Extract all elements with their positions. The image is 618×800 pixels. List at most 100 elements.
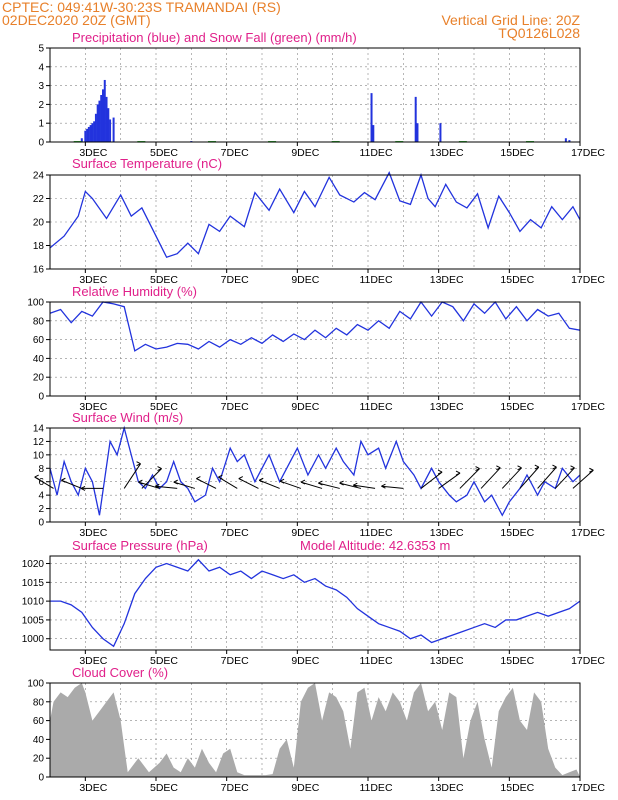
panel-title: Cloud Cover (%)	[72, 665, 168, 680]
x-tick-label: 3DEC	[79, 401, 107, 413]
precip-bar	[109, 119, 112, 142]
wind-arrow-head	[339, 480, 344, 486]
wind-arrow-head	[238, 476, 244, 482]
x-tick-label: 9DEC	[291, 401, 319, 413]
y-tick-label: 0	[38, 138, 44, 149]
wind-arrow	[123, 463, 141, 489]
model-code: TQ0126L028	[498, 25, 580, 41]
wind-arrow	[173, 481, 196, 489]
wind-arrow-head	[61, 477, 66, 483]
y-tick-label: 1020	[22, 559, 45, 570]
panel-frame	[49, 174, 581, 270]
x-tick-label: 5DEC	[150, 527, 178, 539]
x-tick-label: 13DEC	[430, 527, 464, 539]
y-tick-label: 20	[33, 754, 45, 765]
wind-arrow-head	[589, 467, 594, 473]
panel-2: Surface Temperature (nC) 16 18 20 22 24 3DEC 5D…	[33, 156, 605, 286]
y-tick-label: 60	[33, 716, 45, 727]
y-tick-label: 18	[33, 241, 45, 252]
y-tick-label: 4	[38, 62, 44, 73]
precip-bar	[105, 96, 108, 142]
x-tick-label: 9DEC	[291, 527, 319, 539]
precip-bar	[370, 93, 373, 142]
precip-bar	[87, 126, 90, 142]
wind-arrow-head	[534, 464, 540, 470]
x-tick-label: 15DEC	[500, 655, 534, 667]
x-tick-label: 11DEC	[359, 782, 392, 794]
y-tick-label: 6	[38, 477, 44, 488]
precip-bar	[91, 123, 94, 142]
y-tick-label: 24	[33, 171, 45, 182]
wind-arrow-head	[218, 474, 223, 480]
wind-arrow-head	[157, 466, 162, 472]
grid-note: Vertical Grid Line: 20Z	[441, 12, 580, 28]
x-tick-label: 11DEC	[359, 401, 392, 413]
wind-arrow-head	[136, 461, 141, 467]
wind-arrow	[141, 468, 162, 489]
y-tick-label: 80	[33, 697, 45, 708]
x-tick-label: 3DEC	[79, 782, 107, 794]
wind-arrow	[519, 466, 540, 489]
wind-arrow	[138, 481, 160, 489]
y-tick-label: 10	[33, 450, 45, 461]
panel-annotation: Model Altitude: 42.6353 m	[300, 538, 450, 553]
y-tick-label: 4	[38, 491, 44, 502]
panel-title: Surface Wind (m/s)	[72, 410, 183, 425]
x-tick-label: 7DEC	[221, 147, 249, 159]
panel-4: Surface Wind (m/s) 0 2 4 6 8 10 12 14 3DEC 5DEC 7DE…	[33, 410, 605, 539]
x-tick-label: 13DEC	[430, 274, 464, 286]
y-tick-label: 22	[33, 194, 45, 205]
precip-bar	[100, 95, 103, 142]
panel-frame	[49, 301, 581, 397]
x-tick-label: 13DEC	[430, 401, 464, 413]
y-tick-label: 60	[33, 335, 45, 346]
x-tick-label: 3DEC	[79, 655, 107, 667]
x-tick-label: 9DEC	[291, 782, 319, 794]
precip-bar	[107, 108, 110, 142]
x-tick-label: 7DEC	[221, 401, 249, 413]
wind-arrow-head	[496, 465, 501, 471]
x-tick-label: 17DEC	[571, 147, 605, 159]
x-tick-label: 9DEC	[291, 147, 319, 159]
y-tick-label: 3	[38, 81, 44, 92]
panel-title: Surface Pressure (hPa)	[72, 538, 208, 553]
precip-bar	[103, 79, 106, 142]
y-tick-label: 14	[33, 424, 45, 435]
wind-arrow-head	[437, 469, 443, 475]
wind-arrow	[420, 471, 443, 489]
y-tick-label: 0	[38, 773, 44, 784]
wind-arrow	[438, 472, 461, 489]
x-tick-label: 9DEC	[291, 655, 319, 667]
panel-5: Surface Pressure (hPa) Model Altitude: 42…	[22, 538, 606, 667]
wind-arrow-head	[173, 479, 179, 485]
wind-arrow	[501, 467, 522, 489]
wind-arrow-head	[155, 483, 160, 489]
wind-arrow-head	[475, 466, 480, 472]
y-tick-label: 1005	[22, 615, 45, 626]
panel-title: Surface Temperature (nC)	[72, 156, 222, 171]
wind-arrow-head	[80, 485, 86, 491]
precip-bar	[564, 138, 567, 142]
precip-bar	[372, 125, 375, 142]
wind-arrow	[537, 466, 557, 489]
wind-arrow	[381, 485, 404, 489]
wind-arrow	[318, 482, 340, 489]
panel-6: Cloud Cover (%) 0 20 40 60 80 100 3DEC 5DEC 7DEC 9…	[27, 665, 605, 794]
x-tick-label: 15DEC	[500, 274, 534, 286]
x-tick-label: 15DEC	[500, 147, 534, 159]
y-tick-label: 8	[38, 464, 44, 475]
x-tick-label: 3DEC	[79, 274, 107, 286]
panel-1: Precipitation (blue) and Snow Fall (gree…	[38, 30, 605, 159]
y-tick-label: 1015	[22, 578, 45, 589]
wind-arrow-head	[455, 470, 461, 476]
wind-arrow-head	[318, 480, 323, 486]
precip-bar	[93, 121, 96, 142]
x-tick-label: 13DEC	[430, 782, 464, 794]
precip-bar	[112, 117, 115, 142]
wind-arrow	[300, 481, 323, 489]
wind-arrow-head	[517, 465, 522, 471]
y-tick-label: 16	[33, 265, 45, 276]
y-tick-label: 40	[33, 354, 45, 365]
x-tick-label: 11DEC	[359, 147, 392, 159]
wind-arrow-head	[381, 483, 386, 489]
